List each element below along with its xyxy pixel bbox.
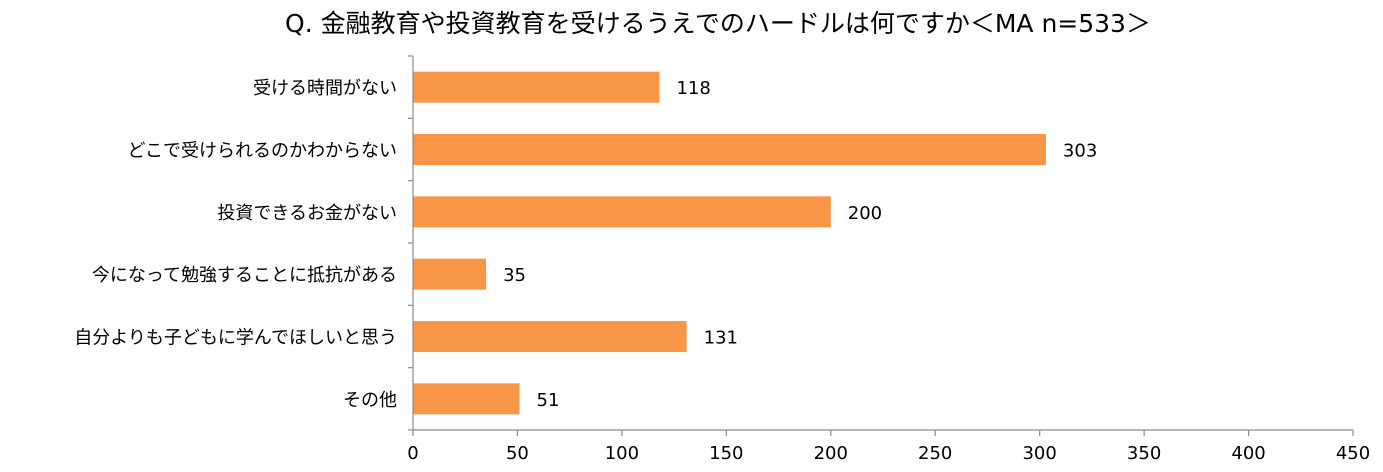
bar xyxy=(413,258,487,290)
category-label: 受ける時間がない xyxy=(253,78,397,99)
category-label: その他 xyxy=(343,390,397,411)
bar xyxy=(413,321,687,352)
category-label: 自分よりも子どもに学んでほしいと思う xyxy=(74,328,397,349)
value-label: 118 xyxy=(676,78,710,99)
x-tick-label: 100 xyxy=(605,443,639,464)
value-label: 200 xyxy=(848,203,882,224)
x-tick-label: 150 xyxy=(709,443,743,464)
category-label: どこで受けられるのかわからない xyxy=(128,141,397,162)
x-tick-label: 300 xyxy=(1022,443,1056,464)
x-tick-label: 350 xyxy=(1127,443,1161,464)
x-axis-ticks: 0 50 100 150 200 250 300 350 400 450 xyxy=(407,430,1370,464)
category-label: 今になって勉強することに抵抗がある xyxy=(92,265,397,286)
bar xyxy=(413,383,520,415)
x-tick-label: 0 xyxy=(407,443,418,464)
x-tick-label: 450 xyxy=(1336,443,1370,464)
x-tick-label: 400 xyxy=(1231,443,1265,464)
value-label: 51 xyxy=(537,390,560,411)
bar xyxy=(413,71,660,103)
x-tick-label: 250 xyxy=(918,443,952,464)
category-label: 投資できるお金がない xyxy=(217,203,397,224)
x-tick-label: 50 xyxy=(506,443,529,464)
value-label: 35 xyxy=(503,265,526,286)
x-tick-label: 200 xyxy=(814,443,848,464)
value-label: 303 xyxy=(1063,141,1097,162)
chart-title: Q. 金融教育や投資教育を受けるうえでのハードルは何ですか＜MA n=533＞ xyxy=(285,9,1151,38)
bars-layer: 受ける時間がない 118 どこで受けられるのかわからない 303 投資できるお金がない 2… xyxy=(74,55,1097,431)
value-label: 131 xyxy=(704,328,738,349)
bar xyxy=(413,134,1046,165)
bar xyxy=(413,196,831,228)
